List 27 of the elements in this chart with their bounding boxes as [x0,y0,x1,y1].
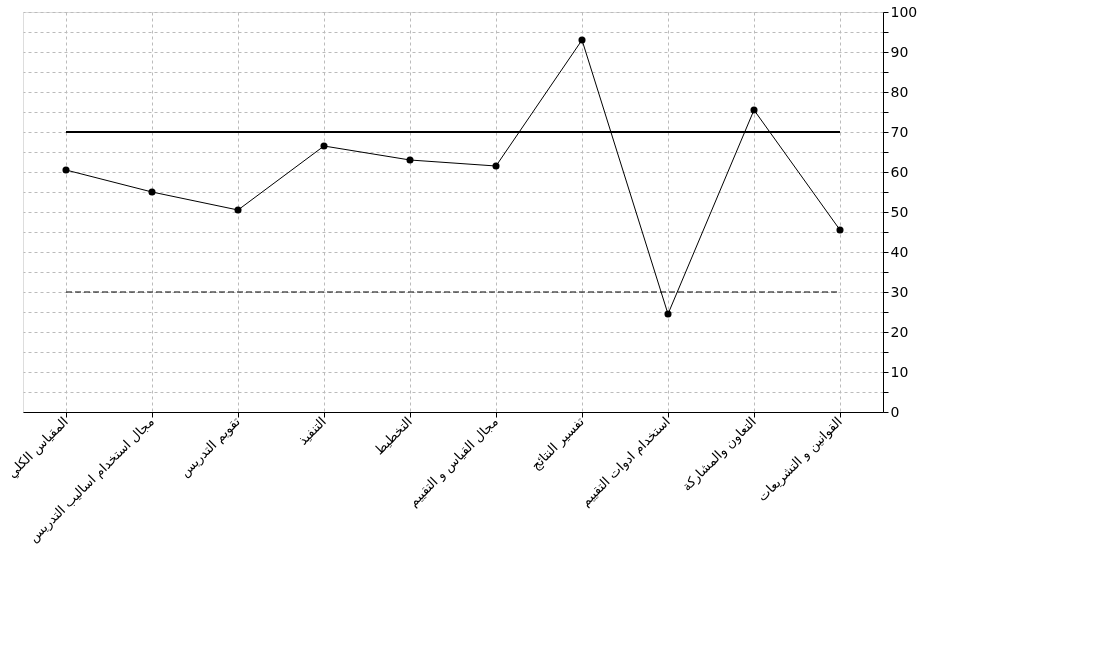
y-tick-label: 90 [890,43,909,60]
point [664,310,672,318]
y-tick-label: 80 [890,83,909,100]
point [492,162,500,170]
x-tick-label: تقويم التدريس [177,413,244,481]
y-tick-label: 70 [890,123,909,140]
point [320,142,328,150]
x-tick-label: تفسير النتائج [527,413,588,474]
y-tick-label: 100 [890,3,918,20]
x-tick-label: التنفيذ [295,413,329,448]
y-tick-label: 40 [890,243,909,260]
point [836,226,844,234]
y-tick-label: 50 [890,203,909,220]
x-tick-label: التعاون والمشاركة [679,413,760,495]
x-tick-label: التخطيط [371,413,415,458]
point [406,156,414,164]
point [148,188,156,196]
point [750,106,758,114]
y-tick-label: 30 [890,283,909,300]
point [234,206,242,214]
y-tick-label: 20 [890,323,909,340]
x-tick-label: المقياس الكلي [4,413,72,482]
point [62,166,70,174]
y-tick-label: 0 [890,403,900,420]
y-tick-label: 10 [890,363,909,380]
point [578,36,586,44]
y-tick-label: 60 [890,163,909,180]
